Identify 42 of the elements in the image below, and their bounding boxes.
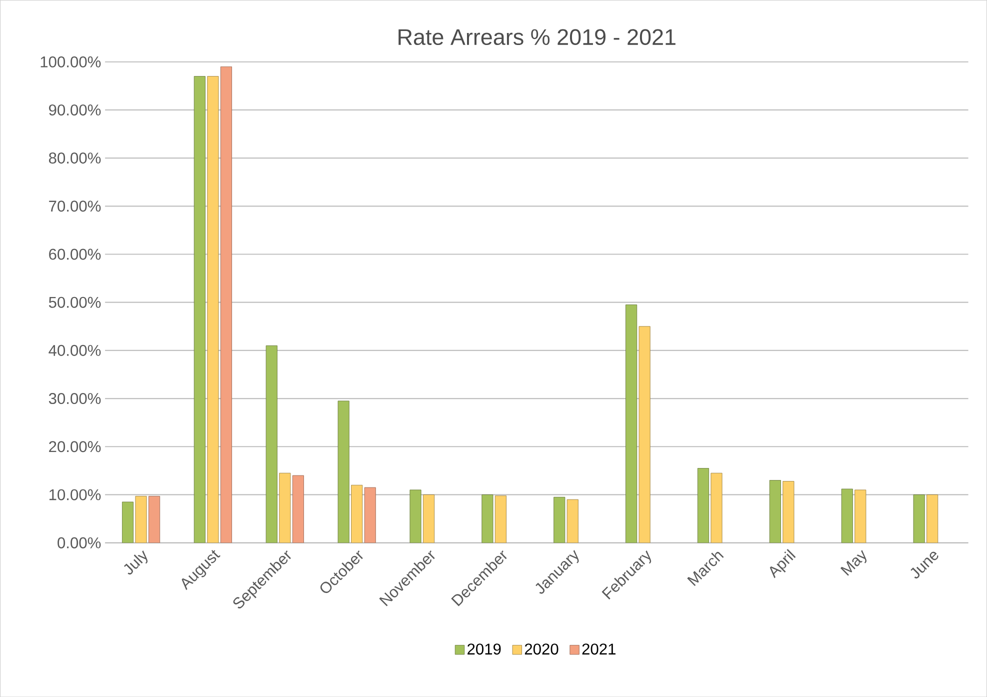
bar [854,490,866,543]
bar [554,496,566,543]
bar [266,345,278,543]
bar [279,472,291,543]
bar [841,488,853,543]
bar [926,494,938,543]
legend-label: 2020 [524,643,558,655]
x-tick-label: May [840,550,866,576]
bar [194,76,206,543]
legend-label: 2019 [468,643,501,655]
bar [697,468,710,543]
chart-title: Rate Arrears % 2019 - 2021 [398,29,676,45]
y-tick-label: 100.00% [40,56,101,68]
x-tick-label: July [124,550,148,574]
bar [148,496,160,543]
y-tick-label: 90.00% [49,104,101,116]
bar [220,66,232,543]
bar [292,475,304,543]
bar [566,499,578,543]
bar [638,326,650,543]
bar [207,76,219,543]
bar [338,400,350,543]
legend-label: 2021 [582,643,616,655]
bar [494,495,506,543]
y-tick-label: 60.00% [49,248,101,260]
bar [626,304,638,543]
y-tick-label: 30.00% [48,392,101,404]
bar [364,487,376,543]
y-tick-label: 80.00% [48,152,101,164]
y-tick-label: 70.00% [49,200,101,212]
y-tick-label: 50.00% [48,296,101,308]
bar [482,494,494,543]
y-tick-label: 10.00% [49,489,101,500]
y-tick-label: 20.00% [49,441,101,452]
bar [422,494,435,543]
bar [122,502,134,543]
bar [782,480,794,543]
bar [913,494,925,543]
bar [351,484,363,543]
bar [769,480,781,543]
y-tick-label: 0.00% [58,537,101,548]
y-tick-label: 40.00% [48,344,101,356]
